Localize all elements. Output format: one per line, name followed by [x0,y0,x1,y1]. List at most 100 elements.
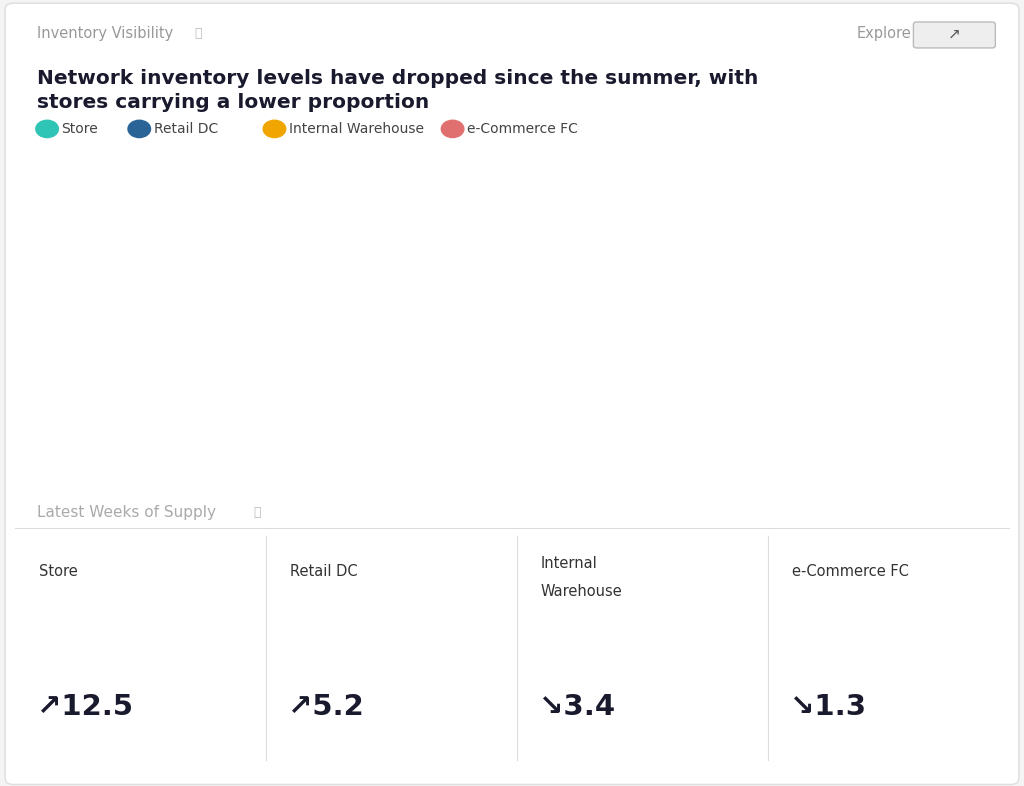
Bar [951,423,969,436]
Bar [279,426,296,457]
Bar [714,450,731,491]
Bar [457,351,474,368]
Bar [258,416,276,450]
Bar [951,454,969,491]
Bar [595,385,612,399]
Bar [654,443,672,491]
Bar [872,416,890,430]
Bar [971,416,989,426]
Bar [892,416,909,426]
Bar [279,395,296,410]
Bar [377,385,395,406]
Bar [298,392,315,406]
Bar [911,416,930,426]
Bar [160,416,177,450]
Bar [932,457,949,491]
Bar [714,433,731,450]
Bar [852,446,870,464]
Bar [813,454,830,468]
Bar [813,468,830,491]
Bar [733,410,752,423]
Bar [80,464,98,491]
Text: e-Commerce FC: e-Commerce FC [467,122,578,136]
Bar [991,416,1009,426]
Bar [139,433,158,461]
Bar [139,461,158,491]
Bar [674,399,692,410]
Bar [160,402,177,416]
Bar [773,436,791,446]
Bar [714,420,731,433]
Bar [833,468,850,491]
Bar [635,440,652,491]
Bar [357,454,375,491]
Bar [654,410,672,423]
Bar [852,420,870,433]
Bar [773,464,791,491]
Text: ↘1.3: ↘1.3 [790,692,865,721]
Text: Explore: Explore [857,26,911,42]
Bar [674,443,692,491]
Bar [733,450,752,491]
Bar [575,372,593,385]
Bar [911,440,930,457]
Bar [733,433,752,450]
Bar [179,450,197,491]
Bar [595,423,612,491]
Bar [436,443,455,491]
Bar [199,406,217,420]
Bar [754,426,771,436]
Bar [991,440,1009,457]
Bar [635,395,652,406]
Text: stores carrying a lower proportion: stores carrying a lower proportion [37,94,429,112]
Bar [80,423,98,433]
Bar [951,413,969,423]
Text: Network inventory levels have dropped since the summer, with: Network inventory levels have dropped si… [37,69,758,88]
Bar [179,385,197,399]
Text: Warehouse: Warehouse [541,584,623,599]
Bar [754,436,771,454]
Bar [635,420,652,440]
Bar [317,399,336,410]
Bar [536,293,553,307]
Bar [417,392,434,436]
Bar [436,362,455,378]
Bar [951,436,969,454]
Bar [357,406,375,423]
Bar [160,450,177,491]
Text: ⓘ: ⓘ [253,506,260,519]
Bar [932,426,949,440]
Bar [555,382,573,395]
Bar [279,457,296,491]
Bar [496,208,514,221]
Bar [892,457,909,491]
Bar [872,430,890,443]
Bar [932,416,949,426]
Bar [417,351,434,368]
Text: Latest Weeks of Supply: Latest Weeks of Supply [37,505,216,520]
Text: ↗: ↗ [948,27,961,42]
Bar [694,413,712,426]
Bar [338,406,355,423]
Bar [872,443,890,461]
Bar [476,293,494,362]
Bar [199,433,217,461]
Bar [397,440,415,491]
Text: e-Commerce FC: e-Commerce FC [792,564,908,579]
Text: ↗12.5: ↗12.5 [37,692,133,721]
Circle shape [263,120,286,138]
Bar [496,252,514,491]
Text: ⓘ: ⓘ [195,28,202,40]
Bar [120,433,137,443]
Bar [614,399,633,413]
Bar [754,416,771,426]
Bar [833,436,850,443]
Bar [852,464,870,491]
Circle shape [128,120,151,138]
Bar [317,457,336,491]
Bar [595,399,612,423]
Bar [852,433,870,446]
Bar [694,446,712,491]
Bar [911,457,930,491]
Text: Internal: Internal [541,556,597,571]
